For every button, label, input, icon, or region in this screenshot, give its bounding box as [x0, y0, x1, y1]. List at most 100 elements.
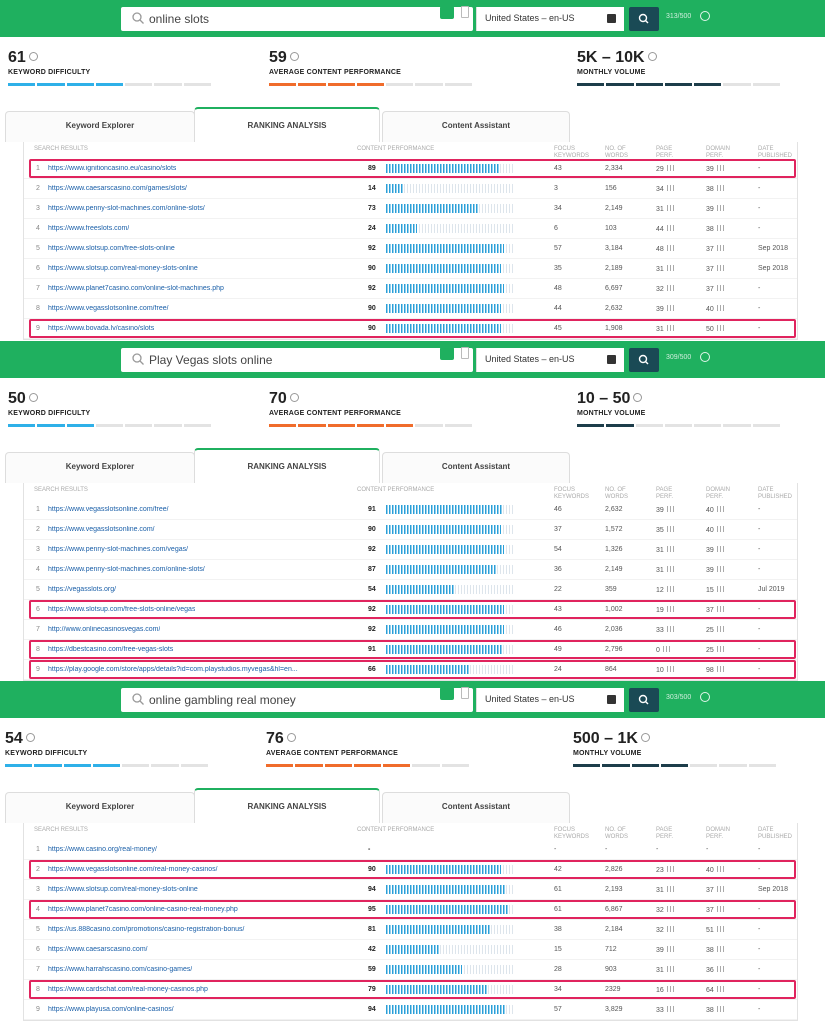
info-icon[interactable] — [633, 393, 643, 402]
bar-chart-icon[interactable] — [666, 185, 674, 191]
result-url-link[interactable]: https://dbestcasino.com/free-vegas-slots — [48, 646, 174, 653]
bar-chart-icon[interactable] — [716, 305, 724, 311]
result-url-link[interactable]: https://www.caesarscasino.com/games/slot… — [48, 185, 187, 192]
result-url-link[interactable]: https://www.cardschat.com/real-money-cas… — [48, 986, 208, 993]
result-url-link[interactable]: https://www.casino.org/real-money/ — [48, 846, 157, 853]
tab-content-assistant[interactable]: Content Assistant — [382, 792, 570, 823]
result-url-link[interactable]: https://www.vegasslotsonline.com/free/ — [48, 506, 169, 513]
bar-chart-icon[interactable] — [666, 225, 674, 231]
column-header[interactable]: SEARCH RESULTS — [34, 487, 88, 493]
bar-chart-icon[interactable] — [666, 606, 674, 612]
bar-chart-icon[interactable] — [716, 205, 724, 211]
column-header[interactable]: SEARCH RESULTS — [34, 146, 88, 152]
bar-chart-icon[interactable] — [716, 566, 724, 572]
bar-chart-icon[interactable] — [666, 866, 674, 872]
result-url-link[interactable]: https://vegasslots.org/ — [48, 586, 117, 593]
result-url-link[interactable]: https://www.freeslots.com/ — [48, 225, 130, 232]
result-url-link[interactable]: https://www.bovada.lv/casino/slots — [48, 325, 155, 332]
tab-keyword-explorer[interactable]: Keyword Explorer — [5, 111, 195, 142]
result-url-link[interactable]: https://www.penny-slot-machines.com/onli… — [48, 566, 205, 573]
info-icon[interactable] — [25, 733, 35, 742]
tab-ranking-analysis[interactable]: RANKING ANALYSIS — [194, 107, 380, 142]
info-icon[interactable] — [289, 393, 299, 402]
column-header[interactable]: NO. OF WORDS — [605, 146, 628, 159]
mobile-device-icon[interactable] — [461, 347, 469, 359]
bar-chart-icon[interactable] — [716, 906, 724, 912]
bar-chart-icon[interactable] — [666, 165, 674, 171]
column-header[interactable]: PAGE PERF. — [656, 827, 674, 840]
mobile-device-icon[interactable] — [461, 687, 469, 699]
column-header[interactable]: FOCUS KEYWORDS — [554, 487, 590, 500]
bar-chart-icon[interactable] — [666, 586, 674, 592]
info-icon[interactable] — [700, 692, 710, 702]
bar-chart-icon[interactable] — [716, 526, 724, 532]
column-header[interactable]: FOCUS KEYWORDS — [554, 827, 590, 840]
bar-chart-icon[interactable] — [716, 546, 724, 552]
bar-chart-icon[interactable] — [716, 666, 724, 672]
bar-chart-icon[interactable] — [716, 586, 724, 592]
result-url-link[interactable]: https://www.vegasslotsonline.com/real-mo… — [48, 866, 218, 873]
info-icon[interactable] — [289, 52, 299, 61]
desktop-device-icon[interactable] — [440, 347, 454, 360]
column-header[interactable]: CONTENT PERFORMANCE — [357, 487, 435, 493]
bar-chart-icon[interactable] — [666, 305, 674, 311]
search-button[interactable] — [629, 348, 659, 372]
desktop-device-icon[interactable] — [440, 687, 454, 700]
bar-chart-icon[interactable] — [716, 646, 724, 652]
tab-content-assistant[interactable]: Content Assistant — [382, 111, 570, 142]
bar-chart-icon[interactable] — [716, 265, 724, 271]
bar-chart-icon[interactable] — [716, 285, 724, 291]
search-input[interactable]: online gambling real money — [121, 688, 473, 712]
column-header[interactable]: DOMAIN PERF. — [706, 827, 730, 840]
search-input[interactable]: online slots — [121, 7, 473, 31]
bar-chart-icon[interactable] — [716, 225, 724, 231]
bar-chart-icon[interactable] — [666, 205, 674, 211]
bar-chart-icon[interactable] — [666, 946, 674, 952]
result-url-link[interactable]: http://www.onlinecasinosvegas.com/ — [48, 626, 161, 633]
info-icon[interactable] — [28, 52, 38, 61]
bar-chart-icon[interactable] — [716, 926, 724, 932]
column-header[interactable]: DOMAIN PERF. — [706, 487, 730, 500]
bar-chart-icon[interactable] — [666, 526, 674, 532]
column-header[interactable]: NO. OF WORDS — [605, 487, 628, 500]
bar-chart-icon[interactable] — [666, 886, 674, 892]
column-header[interactable]: DOMAIN PERF. — [706, 146, 730, 159]
mobile-device-icon[interactable] — [461, 6, 469, 18]
tab-content-assistant[interactable]: Content Assistant — [382, 452, 570, 483]
bar-chart-icon[interactable] — [716, 886, 724, 892]
search-button[interactable] — [629, 7, 659, 31]
bar-chart-icon[interactable] — [666, 906, 674, 912]
bar-chart-icon[interactable] — [666, 626, 674, 632]
bar-chart-icon[interactable] — [716, 966, 724, 972]
bar-chart-icon[interactable] — [666, 325, 674, 331]
column-header[interactable]: CONTENT PERFORMANCE — [357, 827, 435, 833]
info-icon[interactable] — [647, 52, 657, 61]
bar-chart-icon[interactable] — [666, 245, 674, 251]
column-header[interactable]: CONTENT PERFORMANCE — [357, 146, 435, 152]
bar-chart-icon[interactable] — [666, 265, 674, 271]
result-url-link[interactable]: https://www.planet7casino.com/online-slo… — [48, 285, 224, 292]
bar-chart-icon[interactable] — [716, 165, 724, 171]
info-icon[interactable] — [28, 393, 38, 402]
result-url-link[interactable]: https://www.penny-slot-machines.com/onli… — [48, 205, 205, 212]
bar-chart-icon[interactable] — [666, 506, 674, 512]
bar-chart-icon[interactable] — [666, 666, 674, 672]
bar-chart-icon[interactable] — [716, 325, 724, 331]
bar-chart-icon[interactable] — [662, 646, 670, 652]
tab-keyword-explorer[interactable]: Keyword Explorer — [5, 792, 195, 823]
locale-select[interactable]: United States – en-US — [476, 7, 624, 31]
bar-chart-icon[interactable] — [666, 285, 674, 291]
result-url-link[interactable]: https://www.slotsup.com/free-slots-onlin… — [48, 245, 175, 252]
bar-chart-icon[interactable] — [666, 966, 674, 972]
column-header[interactable]: DATE PUBLISHED — [758, 146, 793, 159]
bar-chart-icon[interactable] — [666, 566, 674, 572]
desktop-device-icon[interactable] — [440, 6, 454, 19]
result-url-link[interactable]: https://www.harrahscasino.com/casino-gam… — [48, 966, 193, 973]
bar-chart-icon[interactable] — [666, 1006, 674, 1012]
bar-chart-icon[interactable] — [716, 626, 724, 632]
result-url-link[interactable]: https://play.google.com/store/apps/detai… — [48, 666, 298, 673]
search-input[interactable]: Play Vegas slots online — [121, 348, 473, 372]
info-icon[interactable] — [286, 733, 296, 742]
tab-ranking-analysis[interactable]: RANKING ANALYSIS — [194, 788, 380, 823]
result-url-link[interactable]: https://www.vegasslotsonline.com/free/ — [48, 305, 169, 312]
